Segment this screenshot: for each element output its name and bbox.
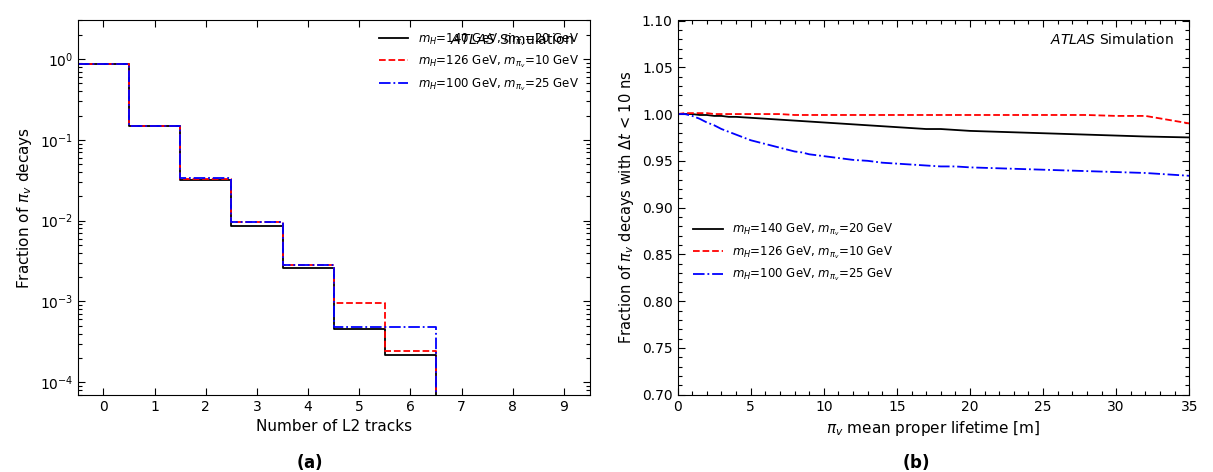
Legend: $m_H$=140 GeV, $m_{\pi_v}$=20 GeV, $m_H$=126 GeV, $m_{\pi_v}$=10 GeV, $m_H$=100 : $m_H$=140 GeV, $m_{\pi_v}$=20 GeV, $m_H$… bbox=[374, 26, 583, 97]
Text: $\bf{\it{ATLAS}}$ Simulation: $\bf{\it{ATLAS}}$ Simulation bbox=[450, 32, 574, 47]
X-axis label: $\pi_v$ mean proper lifetime [m]: $\pi_v$ mean proper lifetime [m] bbox=[826, 419, 1041, 438]
Text: $\bf{\it{ATLAS}}$ Simulation: $\bf{\it{ATLAS}}$ Simulation bbox=[1050, 32, 1174, 47]
Text: $\mathbf{(a)}$: $\mathbf{(a)}$ bbox=[296, 452, 323, 472]
Y-axis label: Fraction of $\pi_v$ decays with $\Delta t$ < 10 ns: Fraction of $\pi_v$ decays with $\Delta … bbox=[617, 71, 637, 345]
Text: $\mathbf{(b)}$: $\mathbf{(b)}$ bbox=[902, 452, 929, 472]
Legend: $m_H$=140 GeV, $m_{\pi_v}$=20 GeV, $m_H$=126 GeV, $m_{\pi_v}$=10 GeV, $m_H$=100 : $m_H$=140 GeV, $m_{\pi_v}$=20 GeV, $m_H$… bbox=[689, 217, 898, 288]
Y-axis label: Fraction of $\pi_v$ decays: Fraction of $\pi_v$ decays bbox=[15, 126, 34, 289]
X-axis label: Number of L2 tracks: Number of L2 tracks bbox=[256, 419, 411, 434]
